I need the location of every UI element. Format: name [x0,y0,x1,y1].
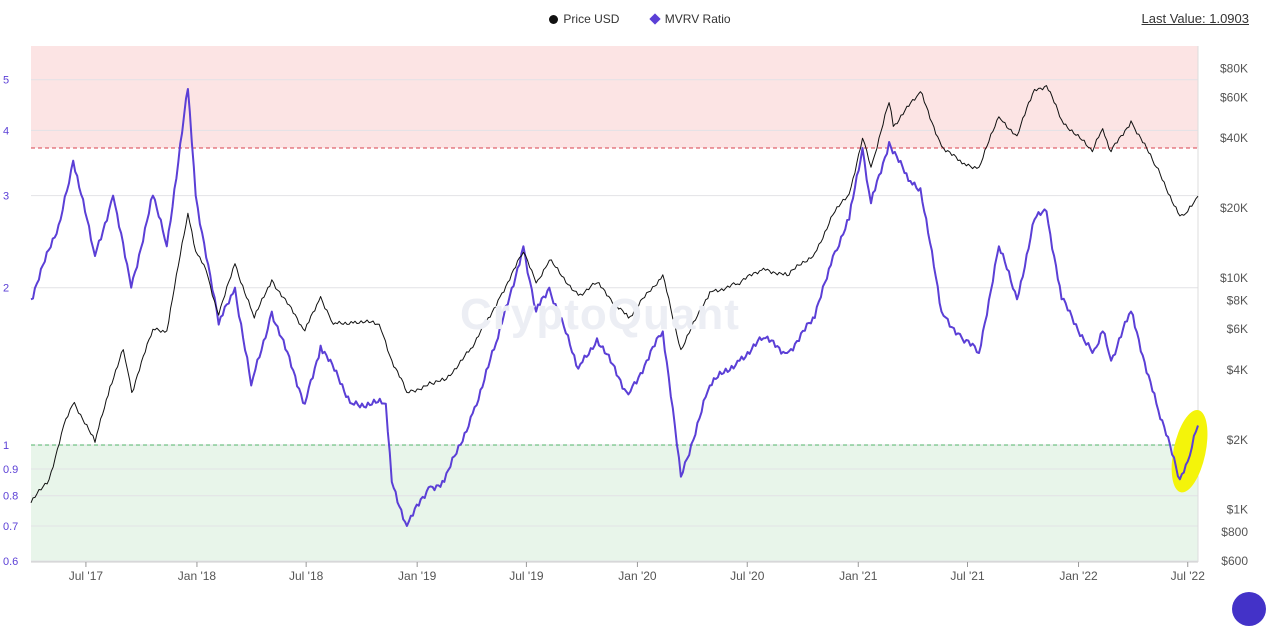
y-right-tick-label: $8K [1227,293,1248,307]
last-value-readout[interactable]: Last Value: 1.0903 [1141,11,1249,26]
x-tick-label: Jul '19 [509,569,544,583]
y-right-tick-label: $20K [1220,201,1248,215]
watermark: CryptoQuant [460,290,740,339]
overvalued-zone [31,46,1198,149]
y-right-tick-label: $1K [1227,503,1248,517]
y-left-tick-label: 0.7 [3,521,18,533]
undervalued-zone [31,445,1198,561]
y-left-tick-label: 1 [3,440,9,452]
x-tick-label: Jul '17 [69,569,104,583]
y-right-tick-label: $6K [1227,322,1248,336]
y-right-tick-label: $4K [1227,363,1248,377]
y-left-tick-label: 4 [3,125,9,137]
help-bubble-icon[interactable] [1232,592,1266,626]
x-tick-label: Jan '22 [1059,569,1098,583]
x-tick-label: Jan '19 [398,569,437,583]
x-tick-label: Jan '21 [839,569,878,583]
y-left-tick-label: 0.8 [3,491,18,503]
y-right-tick-label: $600 [1221,554,1248,568]
y-left-tick-label: 5 [3,75,9,87]
series-price-line [30,85,1199,503]
y-right-tick-label: $60K [1220,90,1248,104]
chart-legend: Price USD MVRV Ratio [0,11,1280,26]
x-tick-label: Jul '22 [1171,569,1206,583]
y-right-tick-label: $80K [1220,61,1248,75]
y-right-tick-label: $2K [1227,433,1248,447]
x-tick-label: Jan '18 [178,569,217,583]
legend-mvrv-diamond-icon [649,13,661,25]
y-right-tick-label: $800 [1221,525,1248,539]
y-left-tick-label: 0.9 [3,464,18,476]
x-tick-label: Jul '20 [730,569,765,583]
y-left-tick-label: 0.6 [3,556,18,568]
y-left-tick-label: 3 [3,191,9,203]
legend-item-price[interactable]: Price USD [549,12,619,26]
y-left-tick-label: 2 [3,283,9,295]
legend-price-label: Price USD [563,11,620,26]
series-mvrv-line [30,88,1199,527]
x-tick-label: Jul '18 [289,569,324,583]
y-right-tick-label: $40K [1220,131,1248,145]
legend-item-mvrv[interactable]: MVRV Ratio [649,11,731,26]
y-right-tick-label: $10K [1220,271,1248,285]
legend-mvrv-label: MVRV Ratio [664,11,731,26]
mvrv-chart: 5 4 3 2 1 0.9 0.8 0.7 0.6 $80K $60K $40K $20K $10K $8K… [3,46,1248,583]
x-tick-label: Jul '21 [950,569,985,583]
legend-price-dot-icon [549,14,559,24]
x-tick-label: Jan '20 [618,569,657,583]
highlight-marker [1171,409,1208,493]
